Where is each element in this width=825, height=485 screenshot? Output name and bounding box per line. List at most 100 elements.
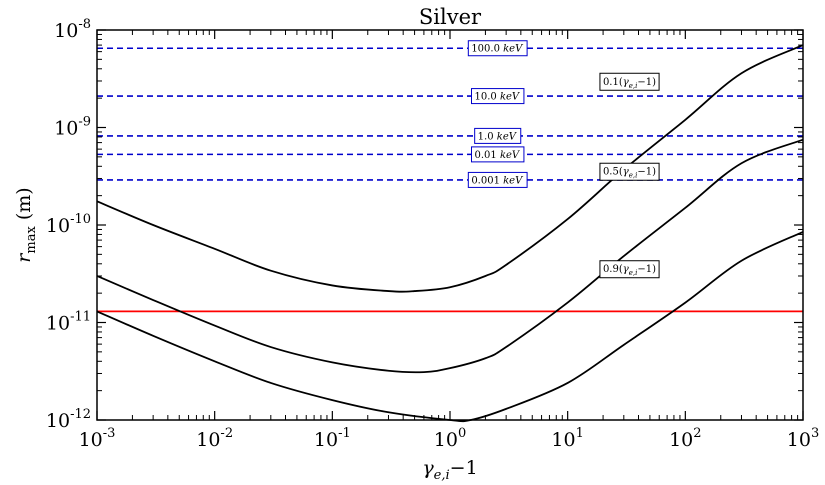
series-label-sub: e,i bbox=[629, 269, 638, 277]
y-tick-label: 10-8 bbox=[54, 17, 91, 42]
x-tick-base: 10 bbox=[669, 429, 693, 451]
y-tick-base: 10 bbox=[46, 313, 70, 335]
energy-label-box bbox=[470, 88, 525, 105]
series-label-pre: 0.9( bbox=[603, 264, 623, 275]
series-line-1 bbox=[96, 138, 804, 374]
x-tick-label: 101 bbox=[551, 426, 583, 451]
x-axis-title: γe,i−1 bbox=[422, 457, 477, 481]
series-label-box bbox=[599, 260, 660, 279]
x-tick-label: 10-3 bbox=[79, 426, 116, 451]
energy-label-3: 0.01 keV bbox=[470, 146, 525, 163]
x-tick-exp: -1 bbox=[338, 426, 351, 441]
energy-label-unit: keV bbox=[500, 92, 521, 103]
x-tick-exp: -3 bbox=[103, 426, 116, 441]
energy-label-text: 1.0 keV bbox=[478, 131, 518, 142]
x-tick-exp: 1 bbox=[576, 426, 584, 441]
y-tick-exp: -8 bbox=[78, 17, 91, 32]
series-label-2: 0.9(γe,i−1) bbox=[599, 260, 660, 279]
y-axis-title-sub: max bbox=[24, 226, 39, 254]
y-tick-base: 10 bbox=[46, 410, 70, 432]
x-tick-base: 10 bbox=[787, 429, 811, 451]
energy-label-value: 0.001 bbox=[471, 175, 503, 186]
energy-label-0: 100.0 keV bbox=[467, 40, 528, 57]
plot-frame bbox=[96, 29, 804, 421]
y-tick-label: 10-9 bbox=[54, 115, 91, 140]
series-label-gamma: γ bbox=[623, 167, 629, 178]
energy-label-text: 100.0 keV bbox=[471, 44, 524, 55]
energy-label-value: 1.0 bbox=[478, 131, 497, 142]
series-label-pre: 0.5( bbox=[603, 167, 623, 178]
y-tick-base: 10 bbox=[54, 20, 78, 42]
x-tick-exp: 0 bbox=[458, 426, 466, 441]
series-line-2 bbox=[96, 231, 804, 423]
y-tick-base: 10 bbox=[46, 215, 70, 237]
x-tick-base: 10 bbox=[314, 429, 338, 451]
x-tick-exp: 2 bbox=[693, 426, 701, 441]
energy-label-box bbox=[474, 127, 522, 144]
y-tick-label: 10-11 bbox=[46, 310, 91, 335]
energy-label-unit: keV bbox=[497, 131, 518, 142]
energy-label-value: 10.0 bbox=[474, 92, 499, 103]
y-axis-title-suffix: (m) bbox=[13, 187, 35, 226]
x-tick-label: 100 bbox=[434, 426, 466, 451]
y-tick-exp: -9 bbox=[78, 115, 91, 130]
series-label-0: 0.1(γe,i−1) bbox=[599, 72, 660, 91]
x-tick-exp: -2 bbox=[220, 426, 233, 441]
energy-label-text: 0.001 keV bbox=[471, 175, 524, 186]
x-axis-title-main: γ bbox=[422, 457, 434, 479]
energy-label-2: 1.0 keV bbox=[474, 127, 522, 144]
y-tick-exp: -12 bbox=[70, 407, 91, 422]
y-tick-exp: -11 bbox=[70, 310, 91, 325]
energy-label-unit: keV bbox=[503, 175, 524, 186]
x-axis-title-suffix: −1 bbox=[450, 457, 478, 479]
series-line-0 bbox=[96, 44, 804, 293]
x-tick-base: 10 bbox=[551, 429, 575, 451]
energy-label-text: 0.01 keV bbox=[474, 150, 520, 161]
series-label-gamma: γ bbox=[623, 77, 629, 88]
series-label-post: −1) bbox=[637, 264, 656, 275]
series-label-1: 0.5(γe,i−1) bbox=[599, 162, 660, 181]
series-label-pre: 0.1( bbox=[603, 77, 623, 88]
tick-layer bbox=[96, 29, 804, 421]
energy-label-unit: keV bbox=[500, 150, 521, 161]
energy-label-4: 0.001 keV bbox=[467, 171, 528, 188]
series-label-text: 0.1(γe,i−1) bbox=[603, 77, 656, 90]
x-tick-label: 103 bbox=[787, 426, 819, 451]
tick-label-layer: 10-3 10-2 10-1 100 101 102 10310-1210-1110-101… bbox=[46, 17, 819, 451]
x-tick-exp: 3 bbox=[811, 426, 819, 441]
series-label-text: 0.5(γe,i−1) bbox=[603, 167, 656, 180]
series-label-text: 0.9(γe,i−1) bbox=[603, 264, 656, 277]
energy-label-box bbox=[467, 171, 528, 188]
x-tick-base: 10 bbox=[196, 429, 220, 451]
series-label-box bbox=[599, 162, 660, 181]
series-label-gamma: γ bbox=[623, 264, 629, 275]
x-tick-label: 10-2 bbox=[196, 426, 233, 451]
energy-label-unit: keV bbox=[503, 44, 524, 55]
energy-label-text: 10.0 keV bbox=[474, 92, 520, 103]
energy-label-box bbox=[470, 146, 525, 163]
series-label-box bbox=[599, 72, 660, 91]
data-layer bbox=[96, 44, 804, 423]
y-tick-label: 10-10 bbox=[46, 212, 91, 237]
y-tick-base: 10 bbox=[54, 118, 78, 140]
y-axis-title-main: r bbox=[13, 252, 35, 263]
x-tick-base: 10 bbox=[434, 429, 458, 451]
energy-label-box bbox=[467, 40, 528, 57]
x-tick-label: 10-1 bbox=[314, 426, 351, 451]
energy-label-value: 100.0 bbox=[471, 44, 503, 55]
series-label-sub: e,i bbox=[629, 172, 638, 180]
energy-label-1: 10.0 keV bbox=[470, 88, 525, 105]
series-label-post: −1) bbox=[637, 77, 656, 88]
chart-title: Silver bbox=[419, 5, 482, 29]
x-tick-base: 10 bbox=[79, 429, 103, 451]
series-label-sub: e,i bbox=[629, 82, 638, 90]
series-label-post: −1) bbox=[637, 167, 656, 178]
x-axis-title-sub: e,i bbox=[434, 468, 450, 481]
y-tick-label: 10-12 bbox=[46, 407, 91, 432]
y-tick-exp: -10 bbox=[70, 212, 91, 227]
energy-label-value: 0.01 bbox=[474, 150, 499, 161]
y-axis-title: rmax (m) bbox=[13, 187, 39, 262]
